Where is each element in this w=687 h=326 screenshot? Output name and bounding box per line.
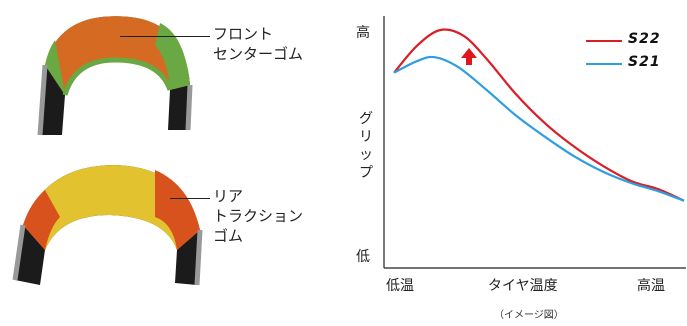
series-line-s22 bbox=[393, 28, 685, 202]
x-axis-low-label: 低温 bbox=[386, 278, 414, 294]
rear-tire-traction-left bbox=[23, 190, 60, 250]
rear-leader-line bbox=[170, 198, 210, 199]
series-line-s21 bbox=[393, 55, 685, 202]
front-tire-shoulder-left bbox=[45, 40, 65, 95]
y-axis-title-char: リ bbox=[359, 129, 373, 145]
x-axis-high-label: 高温 bbox=[637, 278, 665, 294]
legend-label-s21: S21 bbox=[628, 54, 661, 70]
rear-tire-traction-right bbox=[155, 170, 200, 250]
front-tire-shoulder-right bbox=[155, 23, 190, 90]
y-axis-low-label: 低 bbox=[356, 249, 370, 265]
front-tire-illustration bbox=[37, 16, 193, 136]
x-axis-title: タイヤ温度 bbox=[488, 278, 558, 294]
y-axis-title: グリップ bbox=[358, 110, 374, 182]
red-up-arrow bbox=[461, 48, 477, 65]
rear-tire-label: リア トラクション ゴム bbox=[213, 187, 304, 245]
legend-line-s22 bbox=[586, 40, 622, 42]
front-tire-label: フロント センターゴム bbox=[213, 25, 304, 63]
y-axis-high-label: 高 bbox=[356, 25, 370, 41]
legend-label-s22: S22 bbox=[628, 31, 661, 47]
y-axis-title-char: ッ bbox=[359, 147, 373, 163]
image-note: （イメージ図） bbox=[494, 310, 564, 321]
front-leader-line bbox=[120, 36, 210, 37]
legend-line-s21 bbox=[586, 63, 622, 65]
y-axis-title-char: グ bbox=[359, 111, 373, 127]
rear-tire-illustration bbox=[12, 165, 203, 286]
y-axis-title-char: プ bbox=[359, 165, 373, 181]
front-tire-center-rubber bbox=[45, 16, 190, 95]
